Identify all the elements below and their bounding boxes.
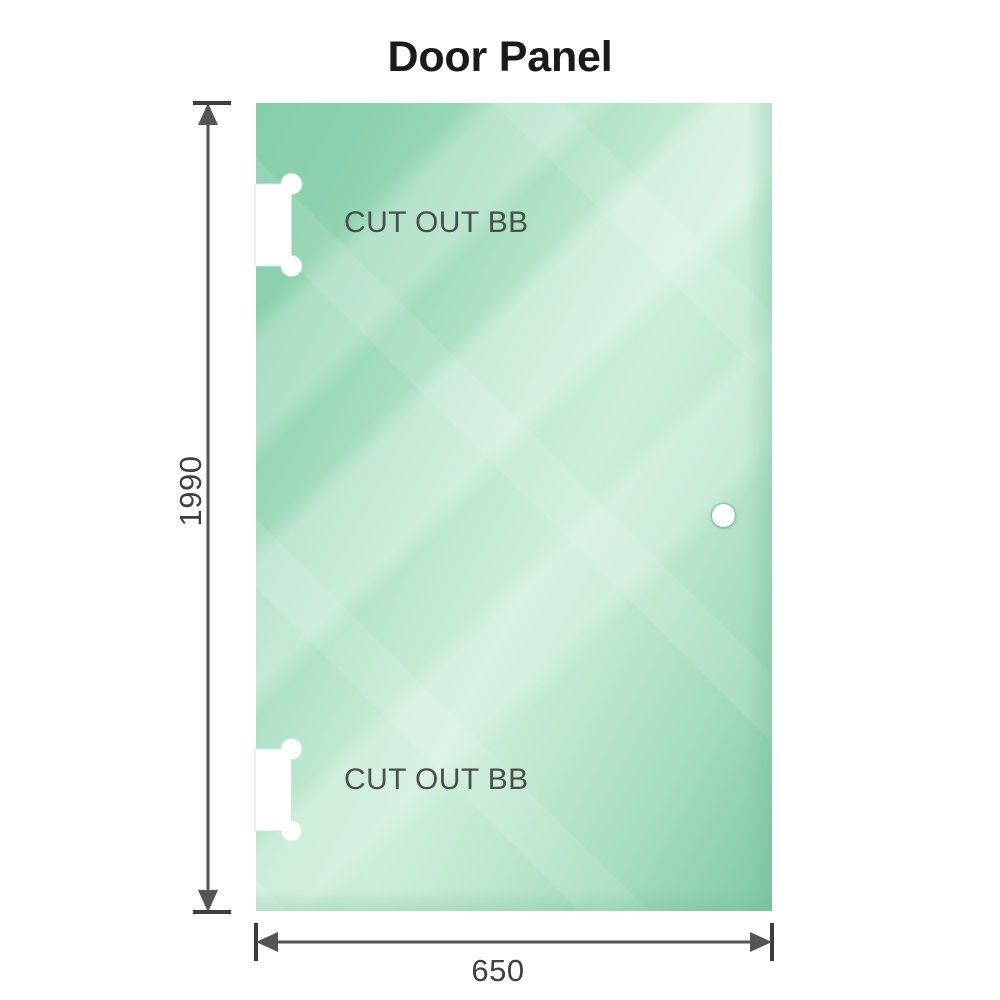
dimension-value-width: 650 [471,953,525,988]
dimension-value-height: 1990 [173,455,208,527]
arrowhead-down [198,890,218,912]
cutout-shape-path [254,738,303,842]
arrowhead-up [198,103,218,125]
dimension-line-vertical [193,101,231,914]
cutout-top-left [254,173,303,277]
cutout-bottom-left [254,738,303,842]
arrowhead-left [256,932,278,952]
cutout-label-bottom: CUT OUT BB [344,763,529,796]
dimension-line-horizontal [254,923,774,961]
page-title: Door Panel [387,33,613,81]
cutout-shape-path [254,173,303,277]
arrowhead-right [750,932,772,952]
handle-hole [712,504,735,527]
cutout-label-top: CUT OUT BB [344,206,529,239]
